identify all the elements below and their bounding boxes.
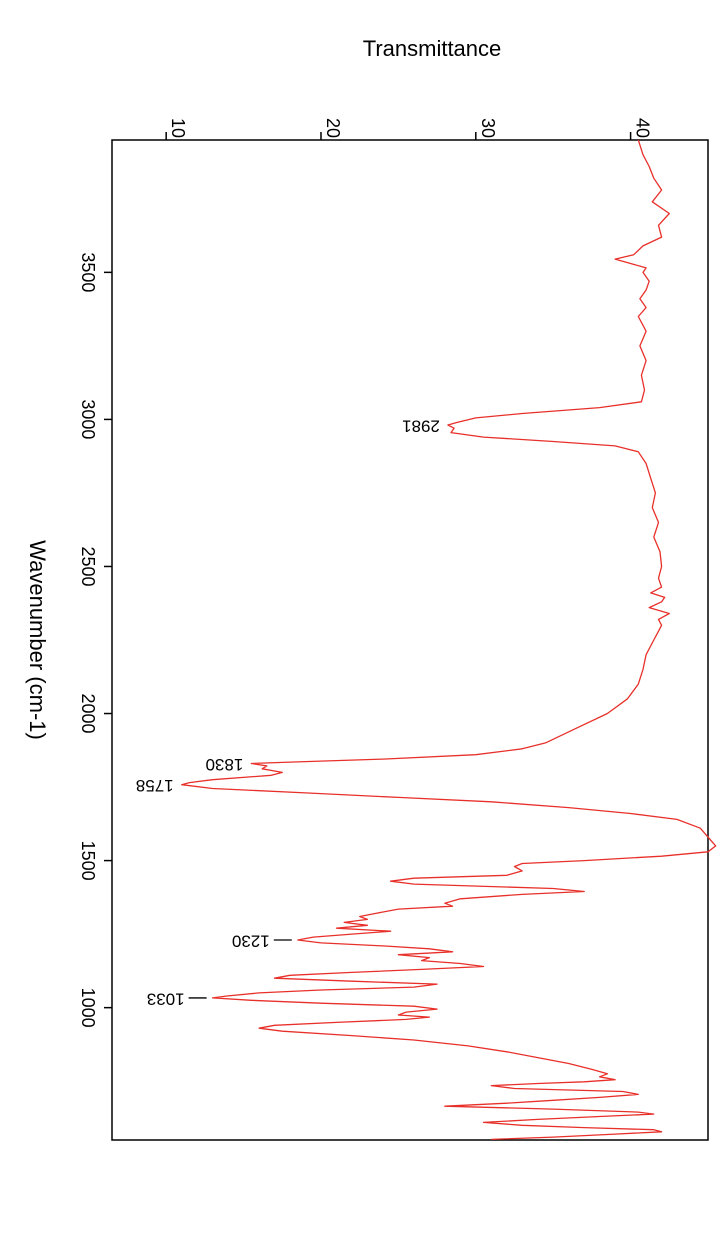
x-tick-label: 1500	[78, 841, 98, 881]
x-tick-label: 1000	[78, 988, 98, 1028]
x-tick-label: 3500	[78, 252, 98, 292]
peak-label: 1033	[147, 989, 185, 1008]
y-tick-label: 40	[633, 118, 653, 138]
peak-label: 1830	[205, 755, 243, 774]
x-tick-label: 2000	[78, 694, 98, 734]
y-axis-ticks: 10 20 30 40	[165, 118, 653, 140]
spectrum-series	[181, 139, 717, 1141]
x-tick-label: 2500	[78, 546, 98, 586]
x-tick-label: 3000	[78, 399, 98, 439]
y-tick-label: 10	[168, 118, 188, 138]
x-axis-title: Wavenumber (cm-1)	[25, 540, 50, 740]
peak-annotations: 2981 1830 1758 1230 1033	[136, 417, 440, 1009]
peak-label: 1230	[232, 932, 270, 951]
x-axis-ticks: 3500 3000 2500 2000 1500 1000	[78, 252, 112, 1028]
y-tick-label: 20	[323, 118, 343, 138]
y-tick-label: 30	[478, 118, 498, 138]
peak-label: 1758	[136, 776, 174, 795]
spectrum-line	[181, 139, 717, 1141]
plot-frame	[111, 139, 709, 1141]
y-axis-title: Transmittance	[363, 36, 502, 61]
peak-label: 2981	[402, 417, 440, 436]
